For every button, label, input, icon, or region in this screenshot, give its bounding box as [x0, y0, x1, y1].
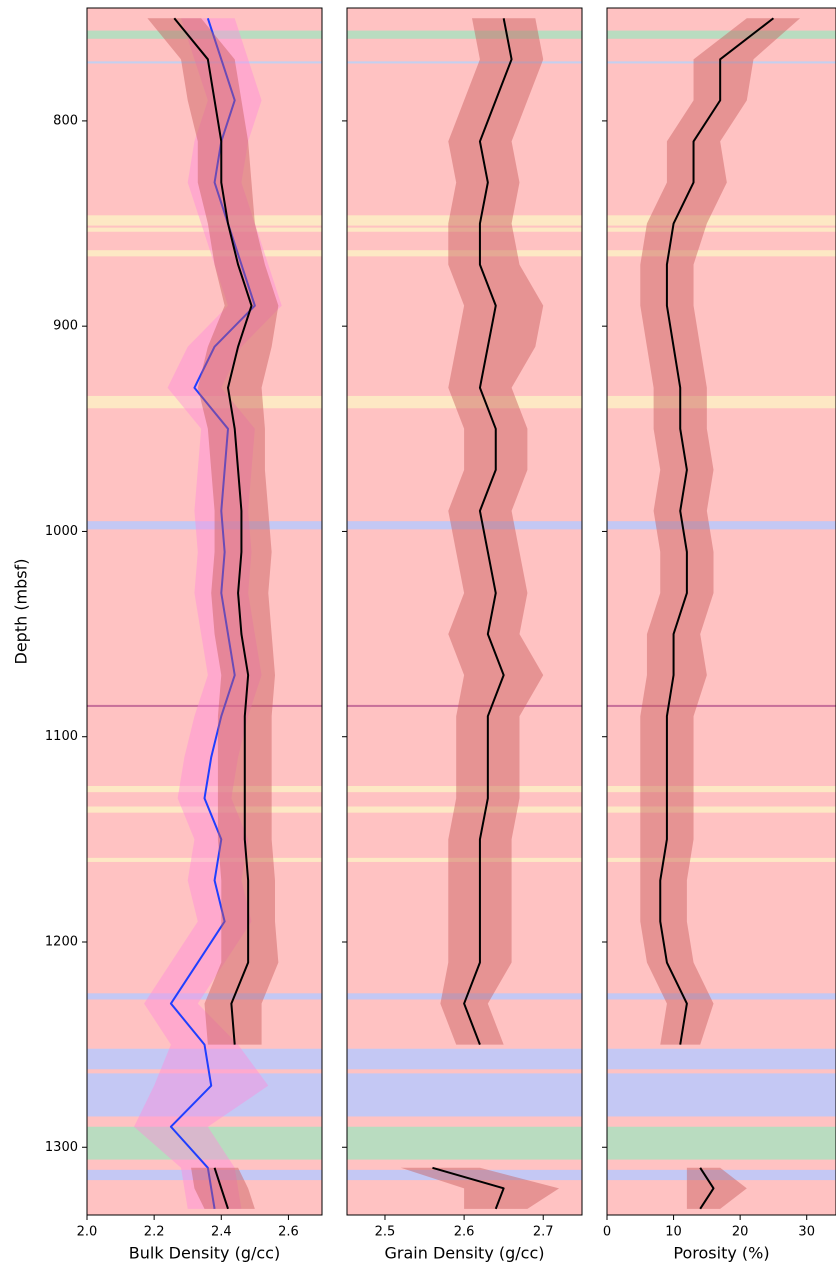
panel-background — [87, 8, 322, 1215]
lithology-band — [87, 993, 322, 1000]
range-area — [400, 1167, 560, 1209]
lithology-band — [347, 227, 582, 232]
lithology-band — [87, 227, 322, 232]
lithology-band — [87, 704, 322, 707]
range-area — [686, 1167, 747, 1209]
data-line — [463, 18, 513, 1045]
lithology-band — [87, 1169, 322, 1181]
data-line — [169, 17, 256, 1210]
data-line — [699, 1167, 715, 1210]
panel-background — [347, 8, 582, 1215]
x-tick-label: 2.6 — [454, 1225, 475, 1240]
lithology-band — [87, 250, 322, 257]
lithology-band — [607, 30, 836, 39]
lithology-band — [87, 1126, 322, 1160]
lithology-band — [87, 30, 322, 39]
lithology-band — [607, 1048, 836, 1070]
lithology-band — [347, 1169, 582, 1181]
range-area — [191, 1167, 255, 1209]
panel-background — [607, 8, 836, 1215]
lithology-band — [87, 521, 322, 530]
y-tick-label: 900 — [53, 319, 78, 334]
x-tick-label: 10 — [665, 1225, 682, 1240]
lithology-band — [607, 785, 836, 793]
panel — [607, 8, 836, 1215]
y-tick-label: 800 — [53, 113, 78, 128]
lithology-band — [607, 1126, 836, 1160]
data-line — [432, 1166, 505, 1210]
data-line — [659, 17, 775, 1045]
lithology-band — [607, 857, 836, 862]
y-tick-label: 1000 — [45, 524, 78, 539]
x-tick-label: 30 — [798, 1225, 815, 1240]
x-axis-label: Grain Density (g/cc) — [385, 1244, 545, 1263]
lithology-band — [87, 215, 322, 226]
lithology-band — [347, 395, 582, 409]
panel-frame — [606, 7, 836, 1216]
x-tick-label: 2.0 — [77, 1225, 98, 1240]
x-tick-label: 2.5 — [375, 1225, 396, 1240]
x-tick-label: 0 — [603, 1225, 611, 1240]
x-tick-label: 2.2 — [144, 1225, 165, 1240]
x-axis-label: Bulk Density (g/cc) — [129, 1244, 280, 1263]
lithology-band — [347, 521, 582, 530]
panel-frame — [86, 7, 323, 1216]
lithology-band — [87, 806, 322, 813]
x-tick-label: 2.7 — [533, 1225, 554, 1240]
lithology-band — [607, 61, 836, 64]
lithology-band — [607, 806, 836, 813]
lithology-band — [607, 1073, 836, 1117]
y-tick-label: 1100 — [45, 729, 78, 744]
lithology-band — [87, 395, 322, 409]
lithology-band — [347, 785, 582, 793]
lithology-band — [607, 704, 836, 707]
y-tick-label: 1200 — [45, 934, 78, 949]
panel — [87, 8, 322, 1215]
range-area — [640, 18, 801, 1045]
lithology-band — [347, 1073, 582, 1117]
data-line — [213, 1167, 229, 1210]
lithology-band — [347, 30, 582, 39]
lithology-band — [87, 1073, 322, 1117]
range-area — [440, 18, 544, 1045]
lithology-band — [607, 521, 836, 530]
lithology-band — [347, 215, 582, 226]
lithology-band — [87, 785, 322, 793]
lithology-band — [607, 1169, 836, 1181]
lithology-band — [347, 1048, 582, 1070]
lithology-band — [87, 1048, 322, 1070]
lithology-band — [347, 1126, 582, 1160]
lithology-band — [607, 395, 836, 409]
lithology-band — [607, 250, 836, 257]
lithology-band — [607, 215, 836, 226]
y-axis-label: Depth (mbsf) — [12, 558, 31, 664]
lithology-band — [347, 857, 582, 862]
lithology-band — [347, 806, 582, 813]
y-tick-label: 1300 — [45, 1140, 78, 1155]
x-tick-label: 2.6 — [278, 1225, 299, 1240]
lithology-band — [607, 227, 836, 232]
x-tick-label: 2.4 — [211, 1225, 232, 1240]
lithology-band — [607, 993, 836, 1000]
lithology-band — [347, 250, 582, 257]
panel — [347, 8, 582, 1215]
x-axis-label: Porosity (%) — [673, 1244, 769, 1263]
lithology-band — [87, 857, 322, 862]
lithology-band — [347, 704, 582, 707]
x-tick-label: 20 — [732, 1225, 749, 1240]
lithology-band — [347, 61, 582, 64]
lithology-band — [87, 61, 322, 64]
lithology-band — [347, 993, 582, 1000]
data-line — [173, 17, 253, 1045]
